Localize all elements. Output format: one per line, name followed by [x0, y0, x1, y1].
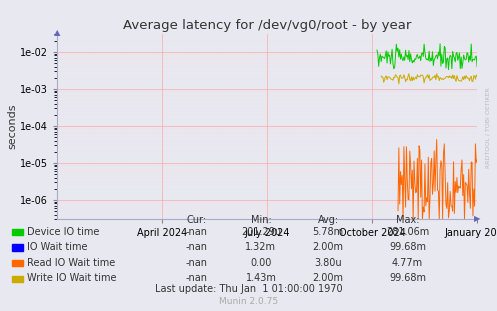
Text: -nan: -nan [185, 258, 207, 268]
Text: 4.77m: 4.77m [392, 258, 423, 268]
Text: Min:: Min: [250, 215, 271, 225]
Text: 281.06m: 281.06m [386, 227, 429, 237]
Text: 99.68m: 99.68m [389, 242, 426, 252]
Text: 5.78m: 5.78m [313, 227, 343, 237]
Text: Last update: Thu Jan  1 01:00:00 1970: Last update: Thu Jan 1 01:00:00 1970 [155, 284, 342, 294]
Text: 1.32m: 1.32m [246, 242, 276, 252]
Text: Cur:: Cur: [186, 215, 206, 225]
Title: Average latency for /dev/vg0/root - by year: Average latency for /dev/vg0/root - by y… [123, 19, 412, 32]
Text: -nan: -nan [185, 242, 207, 252]
Text: 3.80u: 3.80u [314, 258, 342, 268]
Y-axis label: seconds: seconds [7, 104, 17, 150]
Text: Write IO Wait time: Write IO Wait time [27, 273, 117, 283]
Text: IO Wait time: IO Wait time [27, 242, 88, 252]
Text: 1.43m: 1.43m [246, 273, 276, 283]
Text: ▶: ▶ [474, 214, 481, 223]
Text: Device IO time: Device IO time [27, 227, 100, 237]
Text: Munin 2.0.75: Munin 2.0.75 [219, 297, 278, 306]
Text: RRDTOOL / TOBI OETIKER: RRDTOOL / TOBI OETIKER [486, 87, 491, 168]
Text: Max:: Max: [396, 215, 419, 225]
Text: 2.00m: 2.00m [313, 273, 343, 283]
Text: Avg:: Avg: [318, 215, 338, 225]
Text: 2.00m: 2.00m [313, 242, 343, 252]
Text: ▲: ▲ [54, 28, 61, 36]
Text: -nan: -nan [185, 273, 207, 283]
Text: Read IO Wait time: Read IO Wait time [27, 258, 116, 268]
Text: -nan: -nan [185, 227, 207, 237]
Text: 0.00: 0.00 [250, 258, 272, 268]
Text: 99.68m: 99.68m [389, 273, 426, 283]
Text: 201.29u: 201.29u [241, 227, 281, 237]
